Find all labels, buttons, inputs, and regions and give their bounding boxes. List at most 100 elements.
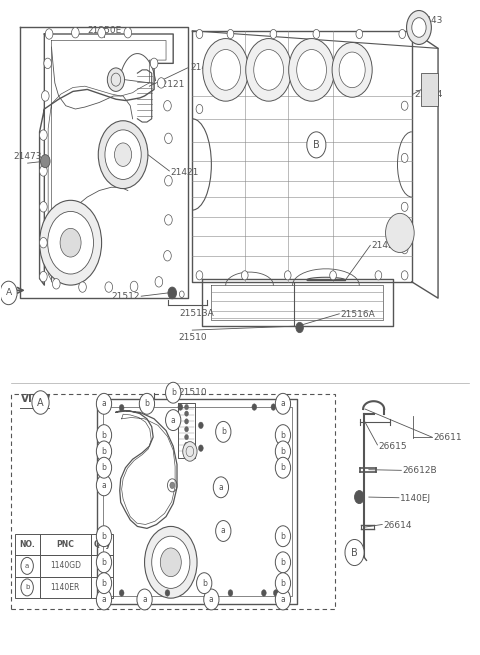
Text: 21516A: 21516A bbox=[340, 310, 375, 319]
Text: a: a bbox=[102, 595, 107, 604]
Circle shape bbox=[185, 442, 189, 447]
Circle shape bbox=[98, 28, 106, 38]
Circle shape bbox=[164, 251, 171, 261]
Circle shape bbox=[72, 28, 79, 38]
Text: b: b bbox=[102, 447, 107, 456]
Text: 21421: 21421 bbox=[171, 168, 199, 177]
Circle shape bbox=[375, 271, 382, 280]
Circle shape bbox=[185, 426, 189, 432]
Bar bbox=[15, 534, 39, 555]
Circle shape bbox=[166, 383, 181, 403]
Text: PNC: PNC bbox=[56, 540, 74, 549]
Circle shape bbox=[288, 39, 335, 101]
Circle shape bbox=[130, 281, 138, 291]
Text: b: b bbox=[102, 430, 107, 440]
Circle shape bbox=[98, 121, 148, 189]
Circle shape bbox=[276, 572, 290, 593]
Circle shape bbox=[254, 50, 284, 90]
Circle shape bbox=[199, 445, 203, 451]
Circle shape bbox=[139, 394, 155, 414]
Bar bbox=[91, 576, 113, 598]
Circle shape bbox=[401, 202, 408, 212]
Text: 26611: 26611 bbox=[433, 432, 462, 441]
Circle shape bbox=[166, 409, 181, 430]
Text: 21512: 21512 bbox=[111, 291, 140, 301]
Circle shape bbox=[228, 590, 233, 596]
Circle shape bbox=[185, 404, 189, 409]
Circle shape bbox=[137, 589, 152, 610]
Circle shape bbox=[164, 100, 171, 111]
Text: 1140GD: 1140GD bbox=[50, 561, 81, 571]
Circle shape bbox=[271, 404, 276, 410]
Circle shape bbox=[401, 101, 408, 110]
Circle shape bbox=[119, 590, 124, 596]
Circle shape bbox=[140, 404, 144, 410]
Circle shape bbox=[170, 482, 175, 489]
Circle shape bbox=[313, 29, 320, 39]
Circle shape bbox=[339, 52, 365, 88]
Text: a: a bbox=[102, 481, 107, 490]
Text: 26614: 26614 bbox=[383, 521, 412, 530]
Bar bbox=[39, 555, 91, 576]
Circle shape bbox=[216, 521, 231, 542]
Text: a: a bbox=[281, 400, 285, 408]
Circle shape bbox=[157, 78, 165, 88]
Circle shape bbox=[79, 282, 86, 292]
Circle shape bbox=[213, 477, 228, 498]
Circle shape bbox=[155, 276, 163, 287]
Bar bbox=[421, 73, 438, 105]
Text: 21350E: 21350E bbox=[87, 26, 121, 35]
Circle shape bbox=[332, 43, 372, 97]
Text: B: B bbox=[313, 140, 320, 150]
Circle shape bbox=[96, 526, 112, 547]
Circle shape bbox=[241, 271, 248, 280]
Circle shape bbox=[96, 475, 112, 496]
Circle shape bbox=[165, 176, 172, 186]
Circle shape bbox=[21, 579, 34, 596]
Text: a: a bbox=[281, 595, 285, 604]
Text: 9: 9 bbox=[100, 583, 105, 592]
Circle shape bbox=[401, 271, 408, 280]
Text: a: a bbox=[218, 483, 223, 492]
Circle shape bbox=[399, 29, 406, 39]
Circle shape bbox=[105, 282, 113, 292]
Circle shape bbox=[96, 441, 112, 462]
Circle shape bbox=[270, 29, 277, 39]
Circle shape bbox=[211, 50, 240, 90]
Circle shape bbox=[345, 540, 364, 565]
Circle shape bbox=[105, 130, 141, 179]
Circle shape bbox=[196, 271, 203, 280]
Circle shape bbox=[160, 548, 181, 576]
Text: b: b bbox=[202, 578, 207, 588]
Circle shape bbox=[296, 322, 303, 333]
Circle shape bbox=[96, 552, 112, 572]
Text: b: b bbox=[25, 584, 29, 590]
Circle shape bbox=[276, 394, 290, 414]
Circle shape bbox=[124, 28, 132, 38]
Circle shape bbox=[227, 29, 234, 39]
Text: 21451B: 21451B bbox=[371, 241, 406, 250]
Circle shape bbox=[246, 39, 291, 101]
Circle shape bbox=[183, 441, 197, 461]
Circle shape bbox=[185, 450, 189, 455]
Circle shape bbox=[178, 404, 183, 410]
Text: a: a bbox=[102, 400, 107, 408]
Bar bbox=[15, 576, 39, 598]
Text: b: b bbox=[102, 463, 107, 472]
Circle shape bbox=[21, 557, 34, 574]
Circle shape bbox=[407, 10, 432, 45]
Text: VIEW: VIEW bbox=[21, 394, 51, 404]
Bar bbox=[15, 555, 39, 576]
Circle shape bbox=[144, 527, 197, 598]
Circle shape bbox=[401, 153, 408, 162]
Text: b: b bbox=[102, 532, 107, 541]
Text: a: a bbox=[25, 563, 29, 569]
Circle shape bbox=[41, 91, 49, 101]
Circle shape bbox=[355, 491, 364, 504]
Text: a: a bbox=[209, 595, 214, 604]
Text: b: b bbox=[280, 463, 286, 472]
Text: 21471A: 21471A bbox=[190, 64, 225, 73]
Circle shape bbox=[262, 590, 266, 596]
Circle shape bbox=[356, 29, 363, 39]
Circle shape bbox=[185, 419, 189, 424]
